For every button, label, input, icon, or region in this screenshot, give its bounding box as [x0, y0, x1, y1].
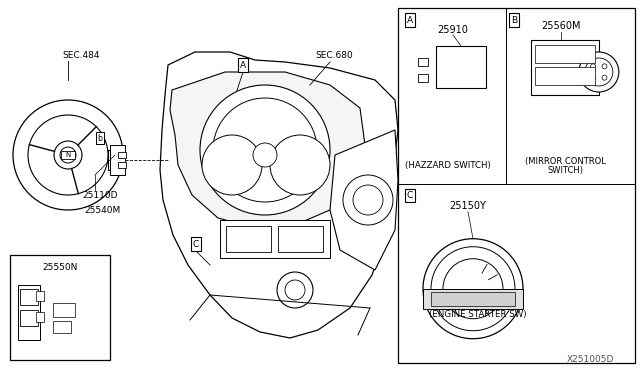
Circle shape: [13, 100, 123, 210]
Bar: [423, 289, 523, 309]
Bar: [535, 67, 595, 85]
Circle shape: [28, 115, 108, 195]
Polygon shape: [449, 54, 473, 78]
Bar: [110, 145, 125, 175]
Text: SWITCH): SWITCH): [548, 166, 584, 175]
Circle shape: [202, 135, 262, 195]
Bar: [53, 321, 71, 333]
Bar: [20, 289, 38, 305]
Text: 25550N: 25550N: [42, 263, 77, 272]
Bar: [36, 312, 44, 322]
Bar: [278, 226, 323, 252]
Circle shape: [602, 64, 607, 69]
Text: SEC.680: SEC.680: [315, 51, 353, 60]
Bar: [220, 220, 330, 258]
Text: C: C: [193, 240, 199, 248]
Text: (HAZZARD SWITCH): (HAZZARD SWITCH): [405, 161, 491, 170]
Bar: [418, 58, 428, 66]
Bar: [535, 45, 595, 63]
Bar: [531, 40, 599, 95]
Circle shape: [277, 272, 313, 308]
Polygon shape: [330, 130, 398, 270]
Bar: [398, 8, 635, 363]
Circle shape: [443, 259, 503, 319]
Circle shape: [591, 64, 596, 69]
Polygon shape: [426, 46, 436, 96]
Text: C: C: [407, 191, 413, 200]
Bar: [418, 74, 428, 82]
Circle shape: [285, 280, 305, 300]
Bar: [18, 285, 40, 340]
Bar: [226, 226, 271, 252]
Circle shape: [423, 239, 523, 339]
Bar: [36, 291, 44, 301]
Circle shape: [343, 175, 393, 225]
Polygon shape: [170, 72, 365, 228]
Circle shape: [200, 85, 330, 215]
Bar: [118, 162, 126, 168]
Circle shape: [60, 147, 76, 163]
Circle shape: [253, 143, 277, 167]
Circle shape: [213, 98, 317, 202]
Polygon shape: [50, 295, 78, 347]
Text: 25910: 25910: [438, 25, 468, 35]
Bar: [431, 292, 515, 306]
Bar: [20, 310, 38, 326]
Polygon shape: [160, 52, 398, 338]
Circle shape: [585, 58, 613, 86]
Polygon shape: [531, 32, 599, 40]
Bar: [118, 152, 126, 158]
Text: 25150Y: 25150Y: [449, 201, 486, 211]
Text: 25540M: 25540M: [84, 205, 120, 215]
Text: A: A: [240, 61, 246, 70]
Text: X251005D: X251005D: [566, 356, 614, 365]
Bar: [436, 46, 486, 88]
Text: N: N: [65, 152, 70, 158]
Bar: [61, 151, 75, 159]
Circle shape: [602, 75, 607, 80]
Circle shape: [591, 75, 596, 80]
Polygon shape: [426, 46, 486, 54]
Text: 25560M: 25560M: [541, 21, 580, 31]
Circle shape: [431, 247, 515, 331]
Text: (MIRROR CONTROL: (MIRROR CONTROL: [525, 157, 606, 166]
Circle shape: [54, 141, 82, 169]
Text: (ENGINE STARTER SW): (ENGINE STARTER SW): [429, 311, 527, 320]
Circle shape: [270, 135, 330, 195]
Text: 25110D: 25110D: [83, 190, 118, 199]
Text: B: B: [511, 16, 517, 25]
Bar: [10, 255, 110, 360]
Text: SEC.484: SEC.484: [62, 51, 99, 60]
Bar: [53, 303, 75, 317]
Text: b: b: [97, 134, 102, 142]
Text: A: A: [407, 16, 413, 25]
Circle shape: [353, 185, 383, 215]
Circle shape: [579, 52, 619, 92]
